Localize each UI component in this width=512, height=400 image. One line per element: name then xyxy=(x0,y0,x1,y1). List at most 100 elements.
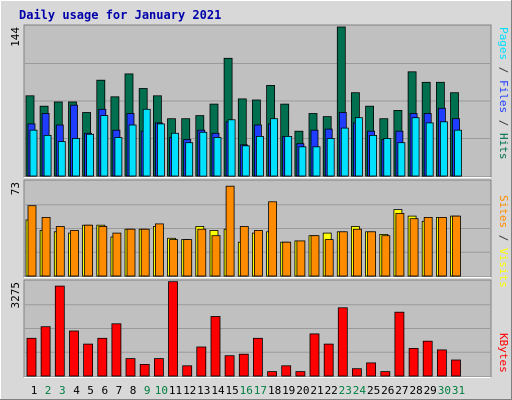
x-label-day-31: 31 xyxy=(452,384,465,397)
x-label-day-6: 6 xyxy=(101,384,108,397)
bar-sites-day-4 xyxy=(70,230,79,277)
x-label-day-25: 25 xyxy=(367,384,380,397)
panel-top-ymax-label: 144 xyxy=(9,27,22,47)
bar-sites-day-16 xyxy=(239,226,249,277)
legend-part-top-4: Hits xyxy=(497,133,510,160)
x-label-day-24: 24 xyxy=(353,384,367,397)
bar-pages-day-30 xyxy=(439,121,448,177)
bar-kbytes-day-6 xyxy=(97,337,108,377)
bar-sites-day-10 xyxy=(154,223,164,277)
x-label-day-26: 26 xyxy=(381,384,394,397)
bar-sites-day-26 xyxy=(381,235,391,277)
x-axis-day-labels: 1 2 3 4 5 6 7 8 9 10 11 12 13 14 15 16 17 18 19 20 21 22 23 24 2… xyxy=(31,384,465,397)
x-label-day-20: 20 xyxy=(296,384,309,397)
bar-kbytes-day-24 xyxy=(351,368,362,377)
x-label-day-18: 18 xyxy=(268,384,281,397)
bar-kbytes-day-20 xyxy=(295,371,306,377)
bar-sites-day-17 xyxy=(253,230,263,277)
bar-sites-day-5 xyxy=(84,224,93,277)
bar-sites-day-6 xyxy=(98,226,108,277)
x-label-day-4: 4 xyxy=(73,384,80,397)
bar-pages-day-20 xyxy=(298,146,307,177)
x-label-day-15: 15 xyxy=(225,384,238,397)
bar-sites-day-13 xyxy=(197,228,207,277)
bar-kbytes-day-19 xyxy=(281,365,292,377)
bar-sites-day-12 xyxy=(183,239,193,277)
panel-top-bars xyxy=(25,26,462,177)
x-label-day-30: 30 xyxy=(438,384,451,397)
x-label-day-5: 5 xyxy=(87,384,94,397)
bar-pages-day-17 xyxy=(255,135,264,177)
bar-kbytes-day-10 xyxy=(153,358,164,377)
panel-bot-legend: KBytes xyxy=(497,333,510,373)
x-label-day-28: 28 xyxy=(409,384,422,397)
bar-pages-day-12 xyxy=(185,142,194,177)
bar-sites-day-23 xyxy=(338,231,348,277)
legend-part-top-3: / xyxy=(497,113,510,133)
x-label-day-8: 8 xyxy=(130,384,137,397)
bar-kbytes-day-23 xyxy=(337,307,348,377)
bar-kbytes-day-30 xyxy=(436,349,447,377)
x-label-day-29: 29 xyxy=(424,384,437,397)
bar-kbytes-day-25 xyxy=(366,362,377,377)
bar-pages-day-25 xyxy=(369,134,378,177)
bar-sites-day-20 xyxy=(296,240,306,277)
bar-kbytes-day-13 xyxy=(196,346,207,377)
bar-kbytes-day-8 xyxy=(125,358,136,377)
bar-sites-day-9 xyxy=(140,228,150,277)
bar-sites-day-8 xyxy=(126,228,136,277)
x-label-day-14: 14 xyxy=(211,384,225,397)
bar-kbytes-day-16 xyxy=(238,353,249,377)
bar-kbytes-day-26 xyxy=(380,371,391,377)
bar-kbytes-day-18 xyxy=(267,371,278,377)
panel-bot: 3275 KBytes xyxy=(9,279,510,378)
bar-pages-day-1 xyxy=(29,129,38,177)
bar-sites-day-27 xyxy=(395,213,405,277)
legend-part-top-2: Files xyxy=(497,80,510,113)
bar-pages-day-24 xyxy=(354,117,363,177)
bar-kbytes-day-15 xyxy=(224,355,235,377)
bar-pages-day-23 xyxy=(340,127,349,177)
bar-kbytes-day-27 xyxy=(394,311,405,377)
legend-part-mid-2: Visits xyxy=(497,248,510,288)
bar-pages-day-5 xyxy=(86,133,94,177)
bar-pages-day-31 xyxy=(454,129,462,177)
legend-part-mid-1: / xyxy=(497,228,510,248)
bar-pages-day-19 xyxy=(284,135,293,177)
legend-part-mid-0: Sites xyxy=(497,195,510,228)
bar-pages-day-8 xyxy=(128,124,137,177)
x-label-day-10: 10 xyxy=(155,384,168,397)
x-label-day-9: 9 xyxy=(144,384,151,397)
legend-part-bot-0: KBytes xyxy=(497,333,510,373)
bar-sites-day-21 xyxy=(310,235,320,277)
bar-kbytes-day-3 xyxy=(54,285,65,377)
panel-mid: 73 Sites / Visits xyxy=(9,179,510,288)
bar-sites-day-18 xyxy=(268,201,278,277)
bar-pages-day-3 xyxy=(57,141,66,177)
bar-kbytes-day-22 xyxy=(323,343,334,377)
x-label-day-16: 16 xyxy=(240,384,253,397)
x-label-day-2: 2 xyxy=(45,384,52,397)
bar-pages-day-15 xyxy=(227,119,236,177)
bar-sites-day-14 xyxy=(211,235,221,277)
bar-sites-day-3 xyxy=(55,226,65,277)
bar-pages-day-22 xyxy=(326,138,335,177)
x-label-day-21: 21 xyxy=(310,384,323,397)
bar-pages-day-18 xyxy=(270,118,279,177)
bar-pages-day-11 xyxy=(171,132,179,177)
bar-pages-day-29 xyxy=(425,122,434,177)
bar-pages-day-6 xyxy=(100,115,109,177)
bar-pages-day-2 xyxy=(43,134,52,177)
bar-pages-day-28 xyxy=(411,117,420,177)
panel-top-legend: Pages / Files / Hits xyxy=(497,27,510,160)
bar-kbytes-day-4 xyxy=(69,330,79,377)
x-label-day-23: 23 xyxy=(339,384,352,397)
panel-top: 144 Pages / Files / Hits xyxy=(9,24,510,178)
bar-kbytes-day-7 xyxy=(111,323,122,377)
bar-kbytes-day-14 xyxy=(210,316,221,377)
bar-sites-day-22 xyxy=(324,239,334,277)
bar-pages-day-26 xyxy=(383,138,392,177)
x-label-day-27: 27 xyxy=(395,384,408,397)
bar-pages-day-9 xyxy=(142,108,151,177)
